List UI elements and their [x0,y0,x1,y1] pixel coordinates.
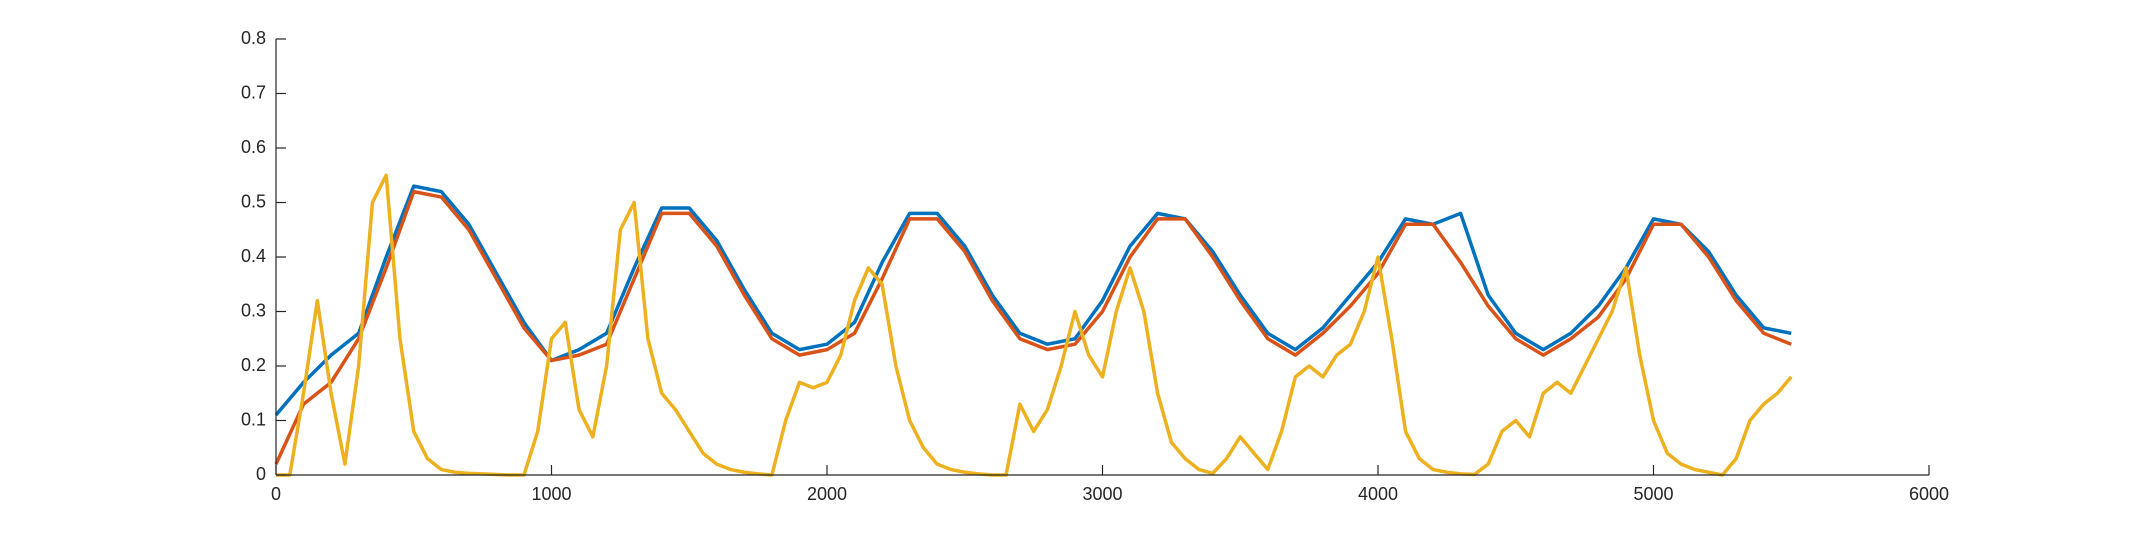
data-line [274,189,1792,465]
y-tick-label: 0.1 [241,409,266,429]
y-tick-label: 0.4 [241,246,266,266]
x-tick-label: 1000 [531,484,571,504]
x-tick-label: 6000 [1909,484,1949,504]
y-tick-label: 0.6 [241,137,266,157]
y-tick-label: 0 [256,464,266,484]
x-tick-label: 2000 [807,484,847,504]
y-tick-label: 0.3 [241,300,266,320]
x-tick-label: 5000 [1633,484,1673,504]
x-tick-label: 3000 [1082,484,1122,504]
y-tick-label: 0.7 [241,82,266,102]
y-tick-label: 0.8 [241,28,266,48]
y-tick-label: 0.5 [241,191,266,211]
data-line [276,173,1793,477]
data-line [274,184,1792,417]
y-tick-label: 0.2 [241,355,266,375]
x-tick-label: 4000 [1358,484,1398,504]
x-tick-label: 0 [271,484,281,504]
